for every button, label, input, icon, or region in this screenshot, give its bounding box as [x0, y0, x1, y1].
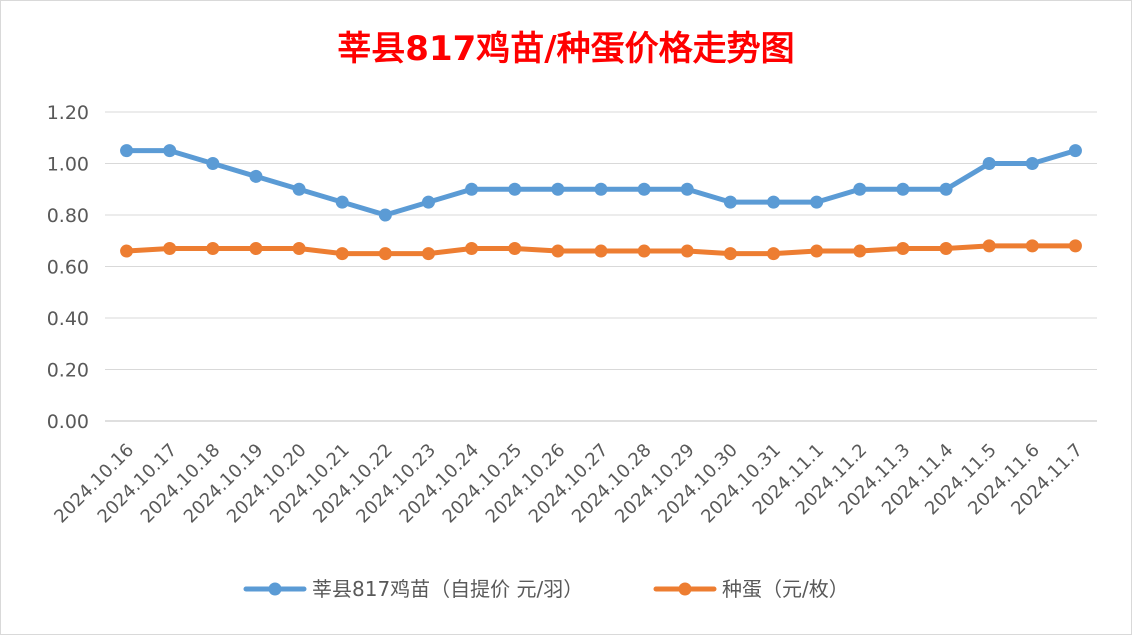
data-point	[292, 241, 306, 255]
y-tick-label: 1.00	[47, 154, 89, 176]
y-tick-label: 1.20	[47, 102, 89, 124]
data-point	[939, 241, 953, 255]
data-point	[637, 244, 651, 258]
series-2	[120, 239, 1082, 261]
gridlines	[105, 111, 1097, 422]
data-point	[1068, 239, 1082, 253]
chart-title: 莘县817鸡苗/种蛋价格走势图	[337, 29, 794, 69]
data-point	[335, 195, 349, 209]
data-point	[508, 241, 522, 255]
y-tick-label: 0.60	[47, 257, 89, 279]
legend-item-1: 莘县817鸡苗（自提价 元/羽）	[243, 577, 583, 601]
data-point	[939, 182, 953, 196]
data-point	[767, 195, 781, 209]
data-point	[853, 244, 867, 258]
series-1	[120, 144, 1082, 222]
legend-swatch-marker	[268, 582, 282, 596]
data-point	[249, 169, 263, 183]
legend-item-2: 种蛋（元/枚）	[653, 577, 849, 601]
data-point	[637, 182, 651, 196]
data-point	[120, 244, 134, 258]
data-point	[551, 244, 565, 258]
data-point	[982, 239, 996, 253]
y-tick-label: 0.00	[47, 411, 89, 433]
data-point	[1025, 157, 1039, 170]
data-point	[163, 241, 177, 255]
data-point	[120, 144, 134, 158]
data-point	[723, 247, 737, 261]
data-point	[982, 157, 996, 170]
series-layer	[120, 144, 1082, 261]
data-point	[335, 247, 349, 261]
data-point	[508, 182, 522, 196]
legend: 莘县817鸡苗（自提价 元/羽） 种蛋（元/枚）	[243, 577, 849, 601]
data-point	[465, 241, 479, 255]
data-point	[421, 195, 435, 209]
legend-swatch-marker	[678, 582, 692, 596]
data-point	[1025, 239, 1039, 253]
data-point	[594, 182, 608, 196]
data-point	[896, 241, 910, 255]
data-point	[206, 241, 220, 255]
data-point	[810, 195, 824, 209]
data-point	[206, 157, 220, 170]
y-tick-label: 0.80	[47, 205, 89, 227]
data-point	[249, 241, 263, 255]
data-point	[292, 182, 306, 196]
legend-label: 种蛋（元/枚）	[722, 577, 849, 601]
data-point	[810, 244, 824, 258]
legend-label: 莘县817鸡苗（自提价 元/羽）	[312, 577, 583, 601]
data-point	[163, 144, 177, 158]
data-point	[421, 247, 435, 261]
data-point	[680, 182, 694, 196]
data-point	[551, 182, 565, 196]
data-point	[1068, 144, 1082, 158]
data-point	[465, 182, 479, 196]
data-point	[853, 182, 867, 196]
y-tick-label: 0.20	[47, 360, 89, 382]
data-point	[378, 208, 392, 222]
data-point	[378, 247, 392, 261]
data-point	[680, 244, 694, 258]
data-point	[767, 247, 781, 261]
data-point	[896, 182, 910, 196]
y-axis-ticks: 0.00 0.20 0.40 0.60 0.80 1.00 1.20	[47, 102, 89, 433]
data-point	[723, 195, 737, 209]
y-tick-label: 0.40	[47, 308, 89, 330]
data-point	[594, 244, 608, 258]
